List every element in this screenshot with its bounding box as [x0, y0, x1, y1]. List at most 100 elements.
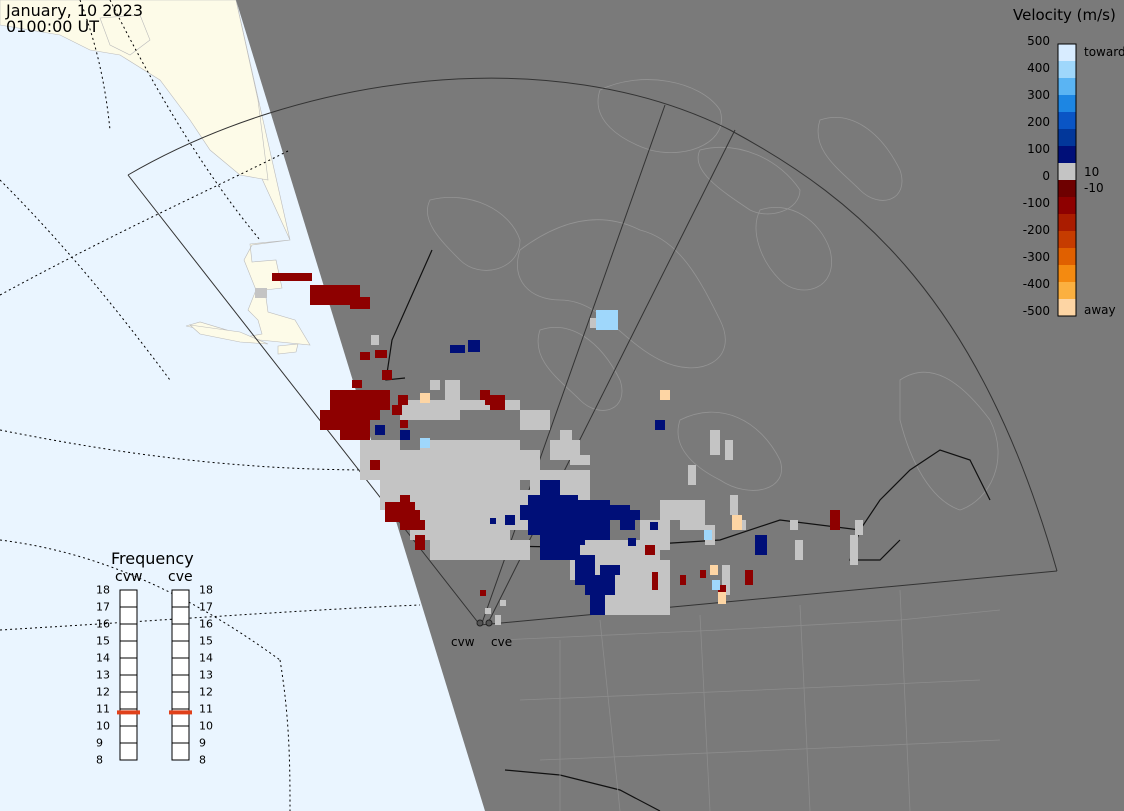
frequency-tick-label: 8	[96, 753, 103, 767]
frequency-tick-label: 18	[199, 583, 213, 597]
scatter-cell	[620, 520, 635, 530]
scatter-cell	[450, 345, 465, 353]
scatter-cell	[722, 565, 730, 595]
state-borders	[499, 589, 1001, 811]
scatter-cell	[445, 380, 460, 400]
scatter-cell	[490, 518, 496, 524]
frequency-tick-label: 13	[199, 668, 213, 682]
frequency-tick-label: 16	[199, 617, 213, 631]
scatter-cell	[505, 515, 515, 525]
scatter-cell	[745, 570, 753, 585]
frequency-cell	[171, 725, 190, 744]
scatter-cell	[600, 565, 620, 575]
frequency-cell	[171, 606, 190, 625]
scatter-cell	[590, 590, 605, 615]
scatter-cell	[370, 460, 380, 470]
colorbar-swatch	[1058, 78, 1076, 96]
scatter-cell	[704, 530, 712, 540]
coastlines	[427, 79, 999, 511]
scatter-cell	[710, 430, 720, 455]
frequency-cell	[119, 742, 138, 761]
frequency-indicators	[117, 589, 192, 761]
scatter-cell	[371, 335, 379, 345]
radar-site-cve[interactable]	[485, 619, 493, 627]
scatter-cell	[310, 285, 360, 305]
scatter-cell	[520, 410, 550, 430]
frequency-cell	[119, 657, 138, 676]
scatter-cell	[560, 520, 585, 545]
scatter-cell	[718, 592, 726, 604]
colorbar-swatch	[1058, 180, 1076, 198]
colorbar-tick-label: 100	[1027, 142, 1050, 156]
frequency-cell	[119, 674, 138, 693]
scatter-cell	[468, 340, 480, 352]
scatter-cell	[272, 273, 312, 281]
colorbar-swatch	[1058, 265, 1076, 283]
scatter-cell	[652, 572, 658, 590]
frequency-tick-label: 17	[96, 600, 110, 614]
frequency-cell	[119, 691, 138, 710]
dayside-land	[0, 0, 311, 355]
scatter-cell	[596, 310, 618, 330]
frequency-tick-label: 17	[199, 600, 213, 614]
scatter-cell	[718, 585, 726, 597]
colorbar-swatch	[1058, 214, 1076, 232]
scatter-cell	[345, 430, 365, 440]
frequency-tick-label: 14	[199, 651, 213, 665]
frequency-tick-label: 10	[96, 719, 110, 733]
time-label: 0100:00 UT	[6, 17, 100, 36]
frequency-cell	[171, 623, 190, 642]
frequency-cell	[171, 742, 190, 761]
frequency-cell	[171, 657, 190, 676]
scatter-cell	[390, 450, 450, 470]
scatter-cell	[495, 615, 501, 625]
scatter-cell	[420, 438, 430, 448]
scatter-cell	[610, 505, 630, 520]
frequency-radar-label-cvw: cvw	[115, 569, 143, 585]
frequency-title: Frequency	[111, 549, 194, 568]
colorbar-tick-label: -400	[1022, 277, 1050, 291]
colorbar-pos-threshold: 10	[1084, 165, 1100, 179]
frequency-marker	[117, 710, 140, 715]
frequency-tick-label: 15	[96, 634, 110, 648]
frequency-cell	[171, 640, 190, 659]
scatter-cell	[485, 608, 491, 614]
scatter-cell	[350, 297, 370, 309]
colorbar-swatch	[1058, 61, 1076, 79]
scatter-cell	[375, 425, 385, 435]
scatter-cell	[570, 455, 590, 465]
colorbar-tick-label: -100	[1022, 196, 1050, 210]
scatter-cell	[340, 400, 380, 420]
frequency-tick-label: 10	[199, 719, 213, 733]
scatter-cell	[500, 600, 506, 606]
scatter-cell	[560, 430, 572, 440]
night-shade	[236, 0, 1124, 811]
scatter-cell	[255, 288, 267, 298]
colorbar-neg-threshold: -10	[1084, 181, 1104, 195]
frequency-cell	[171, 589, 190, 608]
colorbar-swatch	[1058, 95, 1076, 113]
scatter-cell	[520, 505, 540, 520]
radar-site-cvw[interactable]	[476, 619, 484, 627]
frequency-tick-label: 11	[199, 702, 213, 716]
scatter-cell	[680, 575, 686, 585]
graticule	[0, 0, 421, 811]
frequency-tick-label: 11	[96, 702, 110, 716]
radar-site-markers	[476, 619, 493, 627]
scatter-cell	[732, 515, 742, 530]
frequency-radar-label-cve: cve	[168, 569, 193, 585]
scatter-cell	[855, 520, 863, 535]
frequency-cell	[171, 691, 190, 710]
frequency-tick-label: 9	[96, 736, 103, 750]
scatter-cell	[430, 380, 440, 390]
colorbar-tick-label: 0	[1042, 169, 1050, 183]
scatter-cell	[480, 590, 486, 596]
colorbar-tick-label: -300	[1022, 250, 1050, 264]
scatter-cell	[565, 440, 575, 450]
colorbar-tick-label: 500	[1027, 34, 1050, 48]
radar-label-cve: cve	[491, 635, 513, 649]
frequency-tick-label: 14	[96, 651, 110, 665]
scatter-cell	[795, 540, 803, 560]
scatter-cell	[382, 370, 392, 380]
colorbar-swatch	[1058, 299, 1076, 317]
